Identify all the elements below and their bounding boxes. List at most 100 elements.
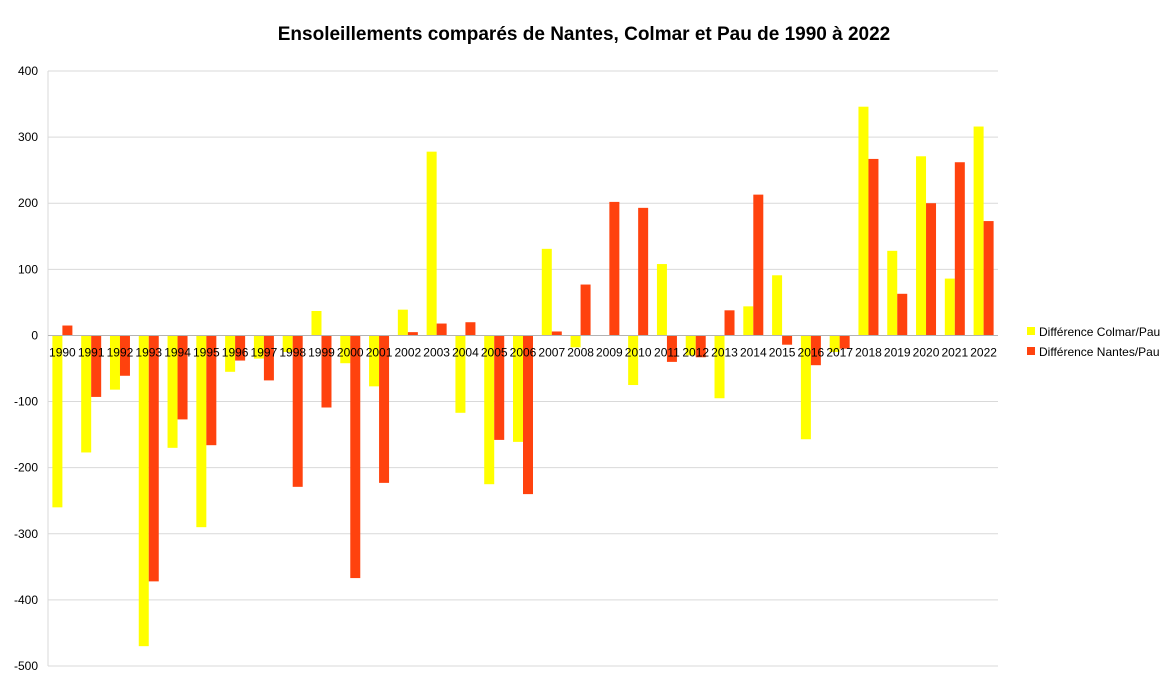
x-axis-tick-labels: 1990 1991 1992 1993 1994 1995 1996 1997 1998 1999… xyxy=(49,345,997,359)
bar-colmar-pau-2022 xyxy=(973,126,984,336)
bar-nantes-pau-2006 xyxy=(523,335,533,495)
legend-label-nantes-pau: Différence Nantes/Pau xyxy=(1039,345,1160,359)
x-tick-label: 1997 xyxy=(251,345,278,359)
bar-nantes-pau-2005 xyxy=(494,335,505,440)
bar-nantes-pau-1990 xyxy=(62,325,73,336)
y-tick-label: -500 xyxy=(14,659,38,673)
bar-nantes-pau-2013 xyxy=(724,310,735,336)
y-tick-label: -300 xyxy=(14,527,38,541)
y-tick-label: -400 xyxy=(14,593,38,607)
bar-colmar-pau-2006 xyxy=(513,335,523,442)
x-tick-label: 1996 xyxy=(222,345,249,359)
y-tick-label: 400 xyxy=(18,64,38,78)
x-tick-label: 2022 xyxy=(970,345,997,359)
bar-nantes-pau-1995 xyxy=(206,335,217,446)
bar-nantes-pau-1991 xyxy=(91,335,102,397)
bar-colmar-pau-1999 xyxy=(311,310,322,336)
x-tick-label: 2016 xyxy=(798,345,825,359)
legend: Différence Colmar/Pau Différence Nantes/… xyxy=(1027,325,1160,359)
x-tick-label: 2017 xyxy=(826,345,853,359)
bar-colmar-pau-2001 xyxy=(369,335,380,387)
x-tick-label: 1992 xyxy=(107,345,134,359)
x-tick-label: 2014 xyxy=(740,345,767,359)
bar-colmar-pau-2013 xyxy=(714,335,725,399)
bar-nantes-pau-2019 xyxy=(897,293,908,336)
bar-nantes-pau-1993 xyxy=(148,335,159,582)
bar-colmar-pau-2015 xyxy=(772,275,783,336)
bar-colmar-pau-2016 xyxy=(800,335,811,440)
x-tick-label: 1999 xyxy=(308,345,335,359)
bar-colmar-pau-1997 xyxy=(253,335,264,359)
x-tick-label: 1991 xyxy=(78,345,105,359)
x-tick-label: 2019 xyxy=(884,345,911,359)
bar-colmar-pau-2014 xyxy=(743,306,754,336)
bar-nantes-pau-2015 xyxy=(782,335,793,345)
bar-nantes-pau-2001 xyxy=(379,335,390,483)
bar-colmar-pau-2020 xyxy=(916,156,927,336)
x-tick-label: 2020 xyxy=(913,345,940,359)
bar-nantes-pau-2017 xyxy=(839,335,850,349)
bar-nantes-pau-1996 xyxy=(235,335,246,361)
bar-nantes-pau-1998 xyxy=(292,335,303,487)
bar-colmar-pau-2003 xyxy=(426,151,437,336)
bar-nantes-pau-2002 xyxy=(407,332,418,336)
bar-colmar-pau-1998 xyxy=(282,335,293,352)
bar-colmar-pau-2018 xyxy=(858,106,869,336)
x-tick-label: 2013 xyxy=(711,345,738,359)
bar-colmar-pau-2008 xyxy=(570,335,581,348)
x-tick-label: 1993 xyxy=(135,345,162,359)
bar-nantes-pau-2018 xyxy=(868,158,879,336)
x-tick-label: 2003 xyxy=(423,345,450,359)
x-tick-label: 2007 xyxy=(538,345,565,359)
bar-colmar-pau-1995 xyxy=(196,335,207,528)
chart-title: Ensoleillements comparés de Nantes, Colm… xyxy=(278,24,891,45)
bar-colmar-pau-1994 xyxy=(167,335,178,448)
bar-nantes-pau-2000 xyxy=(350,335,361,579)
bar-nantes-pau-2011 xyxy=(666,335,677,362)
bar-colmar-pau-2002 xyxy=(397,309,408,336)
bar-colmar-pau-1990 xyxy=(52,335,63,508)
x-tick-label: 2010 xyxy=(625,345,652,359)
legend-swatch-colmar-pau xyxy=(1027,327,1035,335)
bar-nantes-pau-2007 xyxy=(551,331,562,336)
bar-nantes-pau-2021 xyxy=(954,162,965,336)
bar-colmar-pau-2019 xyxy=(887,250,898,336)
bar-nantes-pau-2022 xyxy=(983,221,994,336)
x-tick-label: 2000 xyxy=(337,345,364,359)
bar-colmar-pau-2011 xyxy=(656,264,667,336)
x-tick-label: 1994 xyxy=(164,345,191,359)
bar-colmar-pau-2000 xyxy=(340,335,351,364)
bar-nantes-pau-1992 xyxy=(119,335,130,376)
bar-nantes-pau-2010 xyxy=(638,207,649,336)
bar-colmar-pau-2021 xyxy=(944,278,955,336)
bar-colmar-pau-1996 xyxy=(225,335,236,372)
bar-nantes-pau-2009 xyxy=(609,201,620,336)
legend-swatch-nantes-pau xyxy=(1027,347,1035,355)
x-tick-label: 2004 xyxy=(452,345,479,359)
y-tick-label: -200 xyxy=(14,461,38,475)
y-tick-label: 200 xyxy=(18,196,38,210)
bar-colmar-pau-2010 xyxy=(628,335,639,386)
bar-nantes-pau-2003 xyxy=(436,323,447,336)
bar-colmar-pau-1993 xyxy=(138,335,149,647)
bar-nantes-pau-1994 xyxy=(177,335,188,420)
bar-colmar-pau-2004 xyxy=(455,335,466,413)
x-tick-label: 2008 xyxy=(567,345,594,359)
bar-colmar-pau-2007 xyxy=(541,248,552,336)
bar-nantes-pau-2012 xyxy=(695,335,706,358)
y-tick-label: 100 xyxy=(18,262,38,276)
y-tick-label: 0 xyxy=(31,328,38,342)
y-tick-label: 300 xyxy=(18,130,38,144)
bar-nantes-pau-2004 xyxy=(465,322,476,336)
bar-nantes-pau-1997 xyxy=(263,335,274,381)
y-axis-tick-labels: 400 300 200 100 0 -100 -200 -300 -400 -500 xyxy=(14,64,38,673)
x-tick-label: 2006 xyxy=(510,345,537,359)
x-tick-label: 2018 xyxy=(855,345,882,359)
bar-nantes-pau-1999 xyxy=(321,335,332,408)
bar-colmar-pau-1991 xyxy=(81,335,92,453)
x-tick-label: 2002 xyxy=(394,345,421,359)
y-tick-label: -100 xyxy=(14,395,38,409)
x-tick-label: 2001 xyxy=(366,345,393,359)
